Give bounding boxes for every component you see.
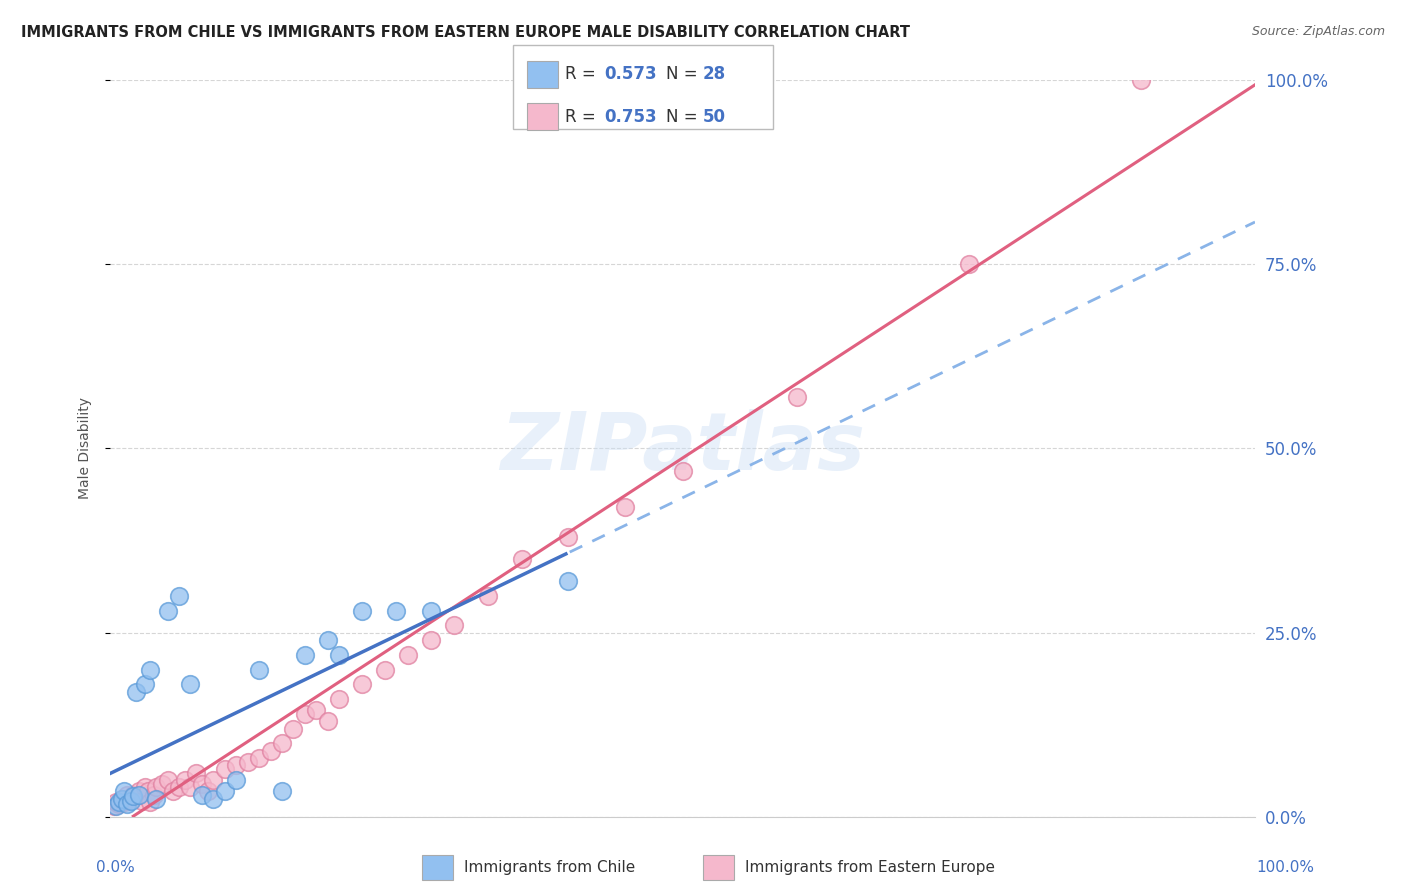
Point [352,604,374,618]
Point [120,794,142,808]
Point [150,777,173,791]
Text: ZIPatlas: ZIPatlas [501,409,865,487]
Text: 0.573: 0.573 [605,65,657,83]
Point [111,791,134,805]
Point [374,663,396,677]
Point [117,788,139,802]
Text: 28: 28 [703,65,725,83]
Point [236,755,259,769]
Point [156,773,179,788]
Point [136,784,159,798]
Point [112,784,135,798]
Point [271,736,294,750]
Point [214,762,236,776]
Point [134,780,156,795]
Point [191,788,214,802]
Text: 0.0%: 0.0% [96,860,135,874]
Point [385,604,408,618]
Point [557,574,579,588]
Point [328,648,350,662]
Point [139,795,162,809]
Point [247,663,270,677]
Point [124,684,146,698]
Point [202,773,225,788]
Text: N =: N = [666,65,703,83]
Text: R =: R = [565,65,602,83]
Point [117,797,139,811]
Point [305,703,328,717]
Point [103,798,125,813]
Text: N =: N = [666,108,703,126]
Point [128,784,150,798]
Point [614,500,637,515]
Point [512,552,534,566]
Point [419,604,441,618]
Point [134,677,156,691]
Point [179,677,201,691]
Point [197,784,219,798]
Text: Immigrants from Eastern Europe: Immigrants from Eastern Europe [745,860,995,874]
Point [105,798,128,813]
Y-axis label: Male Disability: Male Disability [79,398,93,500]
Point [145,791,167,805]
Point [283,722,305,736]
Point [419,633,441,648]
Point [120,791,142,805]
Point [328,692,350,706]
Text: Source: ZipAtlas.com: Source: ZipAtlas.com [1251,25,1385,38]
Point [186,765,208,780]
Point [112,795,135,809]
Point [477,589,499,603]
Point [122,789,145,804]
Point [111,791,134,805]
Point [316,714,339,728]
Point [108,795,131,809]
Text: IMMIGRANTS FROM CHILE VS IMMIGRANTS FROM EASTERN EUROPE MALE DISABILITY CORRELAT: IMMIGRANTS FROM CHILE VS IMMIGRANTS FROM… [21,25,910,40]
Point [247,751,270,765]
Point [957,257,980,271]
Point [179,780,201,795]
Point [396,648,419,662]
Point [167,589,190,603]
Text: 50: 50 [703,108,725,126]
Text: Immigrants from Chile: Immigrants from Chile [464,860,636,874]
Point [156,604,179,618]
Point [167,780,190,795]
Point [139,663,162,677]
Point [443,618,465,632]
Point [105,795,128,809]
Point [162,784,184,798]
Point [225,758,247,772]
Point [294,706,316,721]
Point [131,794,153,808]
Text: 0.753: 0.753 [605,108,657,126]
Text: 100.0%: 100.0% [1257,860,1315,874]
Point [124,789,146,804]
Point [122,788,145,802]
Point [259,743,281,757]
Point [214,784,236,798]
Point [557,530,579,544]
Point [271,784,294,798]
Point [316,633,339,648]
Point [786,390,808,404]
Point [294,648,316,662]
Point [202,791,225,805]
Point [108,797,131,811]
Point [672,464,695,478]
Point [128,788,150,802]
Point [173,773,195,788]
Point [352,677,374,691]
Point [1129,73,1152,87]
Text: R =: R = [565,108,602,126]
Point [191,777,214,791]
Point [145,780,167,795]
Point [225,773,247,788]
Point [142,788,165,802]
